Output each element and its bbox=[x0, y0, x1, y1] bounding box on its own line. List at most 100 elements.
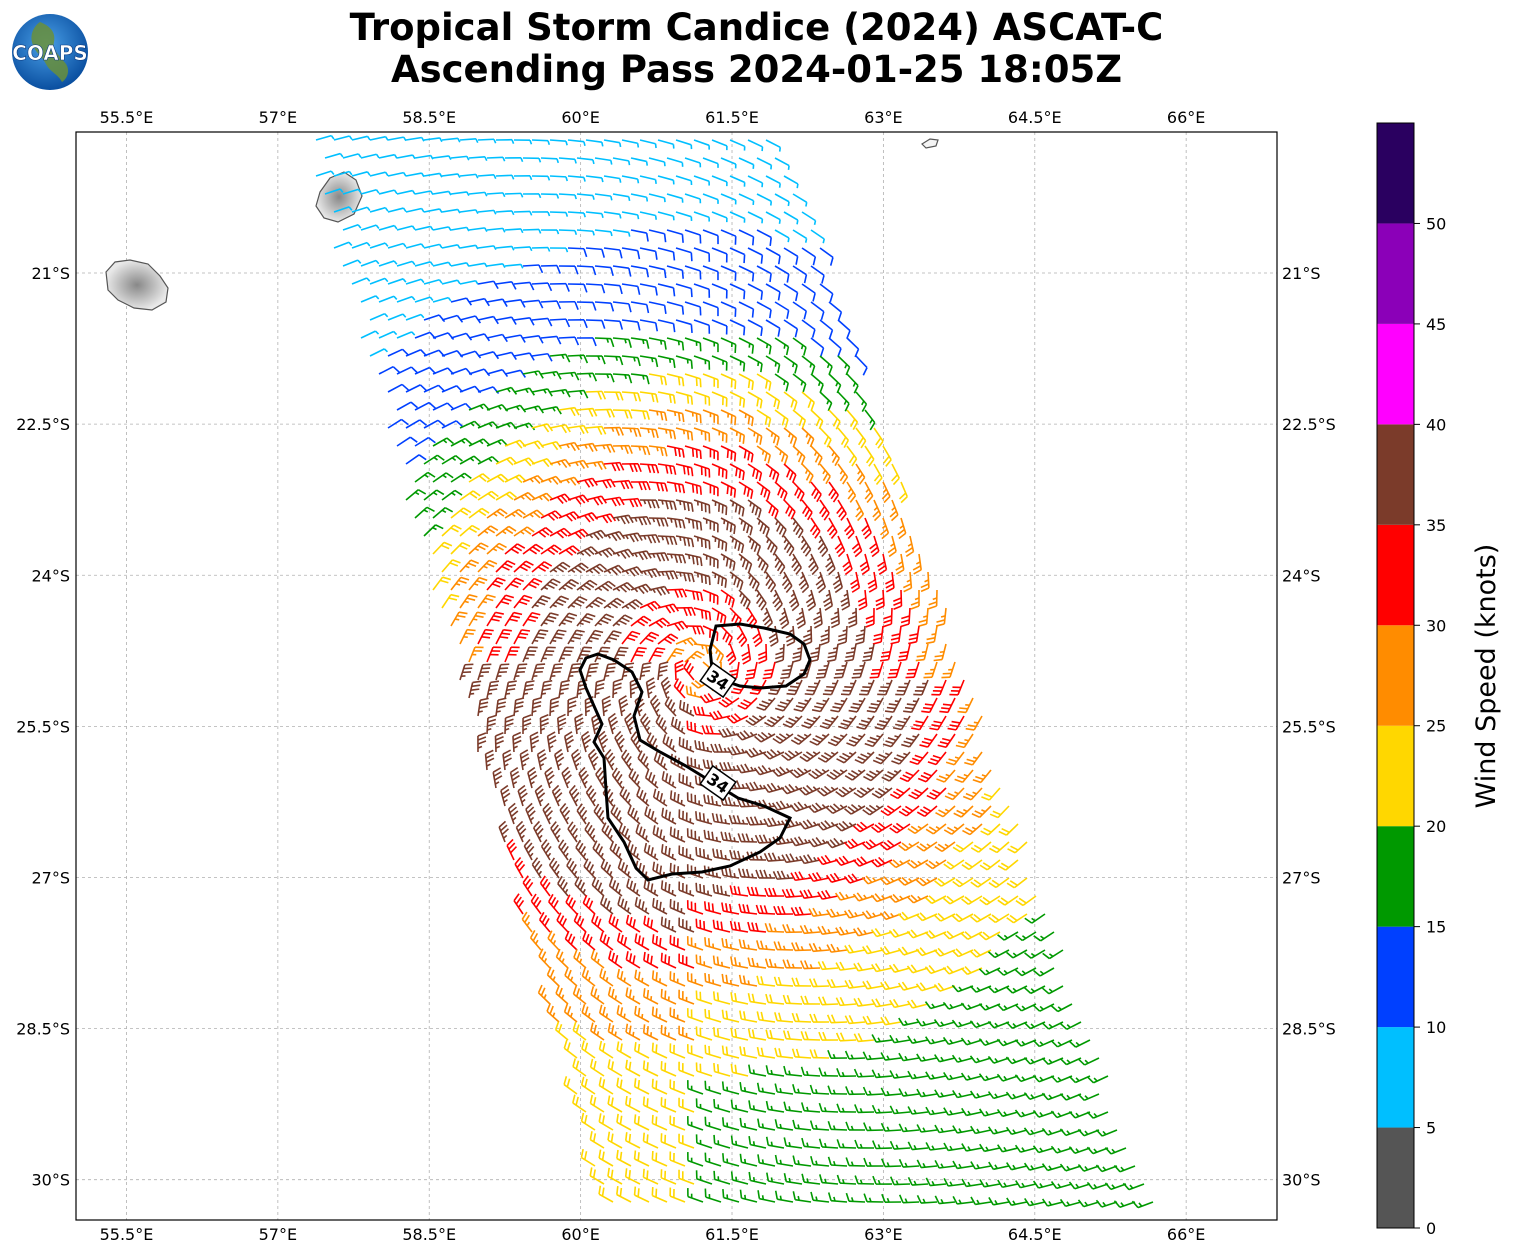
wind-barb bbox=[774, 265, 790, 283]
wind-barb bbox=[747, 175, 764, 188]
wind-barb bbox=[655, 714, 668, 735]
lon-tick-label-top: 66°E bbox=[1167, 108, 1205, 127]
wind-barb bbox=[687, 1152, 704, 1167]
wind-barb bbox=[729, 499, 745, 517]
wind-barb bbox=[934, 1160, 956, 1169]
wind-barb bbox=[934, 1124, 956, 1134]
wind-barb bbox=[616, 1186, 632, 1203]
wind-barb bbox=[585, 785, 597, 807]
wind-barb bbox=[572, 985, 587, 1005]
wind-barb bbox=[669, 899, 686, 915]
wind-barb bbox=[648, 373, 668, 386]
wind-barb bbox=[459, 138, 479, 144]
wind-barb bbox=[486, 611, 504, 627]
wind-barb bbox=[540, 578, 561, 591]
wind-barb bbox=[564, 930, 578, 951]
wind-barb bbox=[589, 1131, 605, 1149]
wind-barb bbox=[1041, 1163, 1064, 1172]
wind-barb bbox=[872, 1175, 893, 1185]
wind-barb bbox=[774, 229, 790, 243]
wind-barb bbox=[612, 409, 633, 419]
wind-barb bbox=[811, 697, 830, 713]
wind-barb bbox=[747, 283, 764, 300]
wind-barb bbox=[835, 1032, 857, 1042]
wind-barb bbox=[598, 1040, 614, 1059]
wind-barb bbox=[513, 526, 535, 537]
wind-barb bbox=[548, 857, 560, 879]
wind-barb bbox=[378, 224, 398, 231]
wind-barb bbox=[819, 319, 834, 339]
wind-barb bbox=[513, 491, 536, 501]
wind-barb bbox=[825, 803, 848, 815]
wind-barb bbox=[678, 917, 695, 933]
wind-barb bbox=[924, 929, 947, 940]
wind-barb bbox=[895, 553, 905, 575]
wind-barb bbox=[755, 869, 776, 879]
wind-barb bbox=[773, 941, 794, 951]
wind-barb bbox=[502, 749, 512, 771]
wind-barb bbox=[589, 1167, 605, 1185]
wind-barb bbox=[730, 1063, 749, 1077]
wind-barb bbox=[744, 747, 767, 758]
wind-barb bbox=[897, 876, 920, 886]
wind-barb bbox=[549, 211, 569, 217]
wind-barb bbox=[762, 607, 774, 630]
wind-barb bbox=[651, 1187, 668, 1203]
wind-barb bbox=[916, 1053, 938, 1062]
wind-barb bbox=[915, 982, 938, 992]
wind-barb bbox=[756, 975, 776, 987]
wind-barb bbox=[594, 265, 614, 276]
wind-barb bbox=[699, 693, 722, 704]
wind-barb bbox=[804, 679, 821, 696]
wind-barb bbox=[684, 157, 702, 168]
wind-barb bbox=[867, 571, 878, 593]
wind-barb bbox=[538, 948, 551, 969]
wind-barb bbox=[639, 175, 657, 184]
wind-barb bbox=[625, 1059, 641, 1077]
wind-barb bbox=[861, 910, 884, 920]
wind-barb bbox=[634, 897, 650, 915]
wind-barb bbox=[721, 902, 740, 915]
wind-barb bbox=[926, 787, 947, 800]
wind-barb bbox=[738, 481, 754, 499]
wind-barb bbox=[666, 265, 684, 279]
wind-barb bbox=[846, 481, 857, 503]
wind-barb bbox=[432, 472, 454, 483]
wind-barb bbox=[1104, 1147, 1127, 1155]
wind-barb bbox=[889, 1140, 911, 1150]
wind-barb bbox=[686, 720, 704, 735]
wind-barb bbox=[693, 571, 711, 586]
wind-barb bbox=[504, 299, 526, 308]
wind-barb bbox=[441, 559, 461, 573]
wind-barb bbox=[738, 589, 751, 610]
wind-barb bbox=[898, 1194, 920, 1204]
wind-barb bbox=[396, 154, 416, 160]
wind-barb bbox=[854, 751, 875, 764]
colorbar-bin bbox=[1377, 323, 1414, 425]
wind-barb bbox=[773, 905, 794, 916]
wind-barb bbox=[666, 481, 686, 494]
wind-barb bbox=[423, 137, 443, 143]
lon-tick-label-bottom: 63°E bbox=[864, 1225, 902, 1244]
wind-barb bbox=[817, 925, 839, 935]
wind-barb bbox=[720, 373, 737, 390]
wind-barb bbox=[468, 403, 491, 411]
wind-barb bbox=[822, 679, 839, 696]
wind-barb bbox=[675, 463, 694, 477]
wind-barb bbox=[721, 1081, 740, 1095]
wind-barb bbox=[484, 749, 495, 771]
wind-barb bbox=[405, 348, 428, 357]
wind-barb bbox=[819, 499, 830, 521]
wind-barb bbox=[603, 496, 625, 507]
wind-barb bbox=[607, 1095, 623, 1113]
wind-barb bbox=[607, 1022, 623, 1041]
wind-barb bbox=[644, 806, 659, 825]
wind-barb bbox=[781, 571, 793, 593]
wind-barb bbox=[684, 517, 703, 531]
wind-barb bbox=[558, 229, 578, 235]
wind-barb bbox=[817, 535, 829, 558]
wind-barb bbox=[837, 391, 850, 412]
wind-barb bbox=[468, 297, 490, 307]
wind-barb bbox=[721, 1117, 740, 1131]
wind-barb bbox=[718, 727, 740, 738]
